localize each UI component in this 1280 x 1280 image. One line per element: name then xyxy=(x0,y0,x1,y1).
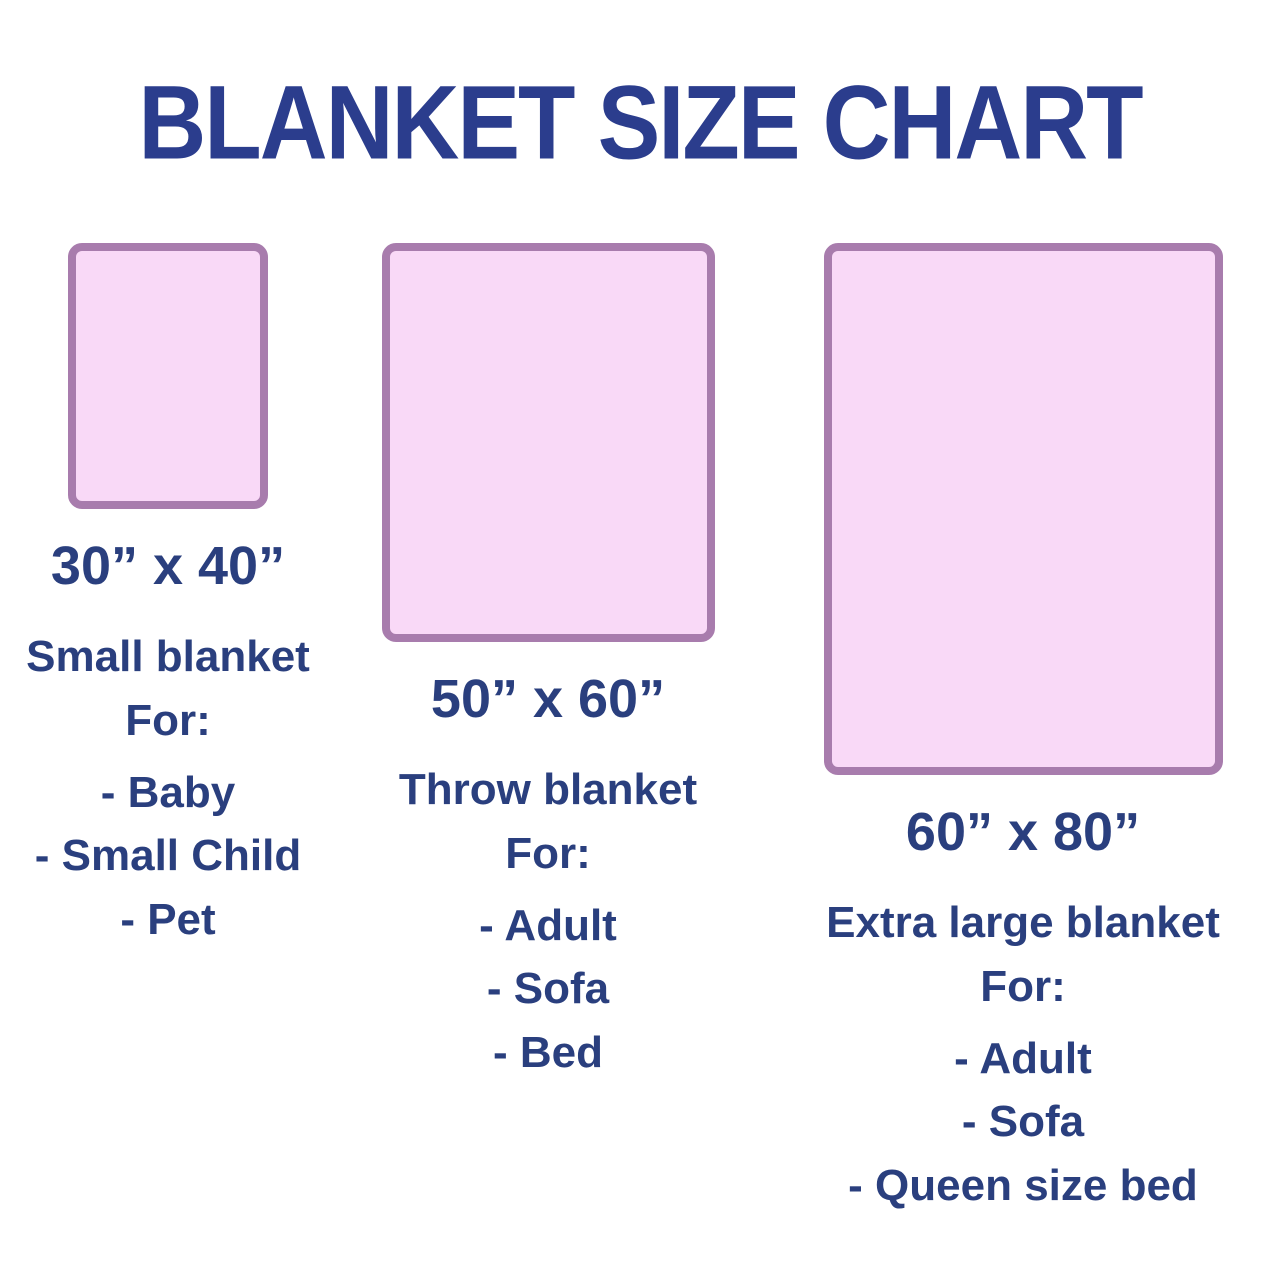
for-label: For: xyxy=(505,828,591,878)
size-label: 60” x 80” xyxy=(905,802,1141,862)
use-item: - Small Child xyxy=(34,831,302,881)
blanket-name: Throw blanket xyxy=(398,765,698,814)
blanket-name: Extra large blanket xyxy=(826,898,1220,947)
use-item: - Baby xyxy=(100,767,236,817)
page-title: BLANKET SIZE CHART xyxy=(138,63,1143,181)
blanket-rect-throw xyxy=(381,243,715,642)
size-label: 50” x 60” xyxy=(430,669,666,729)
blanket-description: Extra large blanket For: - Adult - Sofa … xyxy=(826,891,1220,1218)
blanket-description: Throw blanket For: - Adult - Sofa - Bed xyxy=(399,758,697,1085)
uses-list: - Adult - Sofa - Queen size bed xyxy=(826,1027,1220,1218)
for-label: For: xyxy=(980,961,1066,1011)
blanket-description: Small blanket For: - Baby - Small Child … xyxy=(26,625,310,952)
use-item: - Bed xyxy=(493,1028,603,1078)
use-item: - Adult xyxy=(479,900,617,950)
size-label: 30” x 40” xyxy=(50,536,286,596)
column-small-blanket: 30” x 40” Small blanket For: - Baby - Sm… xyxy=(0,243,336,952)
uses-list: - Adult - Sofa - Bed xyxy=(399,894,697,1085)
column-extra-large-blanket: 60” x 80” Extra large blanket For: - Adu… xyxy=(786,243,1260,1218)
column-throw-blanket: 50” x 60” Throw blanket For: - Adult - S… xyxy=(370,243,726,1085)
blanket-rect-extra-large xyxy=(823,243,1223,775)
use-item: - Sofa xyxy=(486,964,610,1014)
for-label: For: xyxy=(125,695,211,745)
uses-list: - Baby - Small Child - Pet xyxy=(26,761,310,952)
blanket-name: Small blanket xyxy=(26,632,310,681)
blanket-rect-small xyxy=(68,243,268,509)
use-item: - Queen size bed xyxy=(848,1161,1198,1211)
use-item: - Adult xyxy=(954,1033,1092,1083)
use-item: - Pet xyxy=(120,895,216,945)
use-item: - Sofa xyxy=(961,1097,1085,1147)
